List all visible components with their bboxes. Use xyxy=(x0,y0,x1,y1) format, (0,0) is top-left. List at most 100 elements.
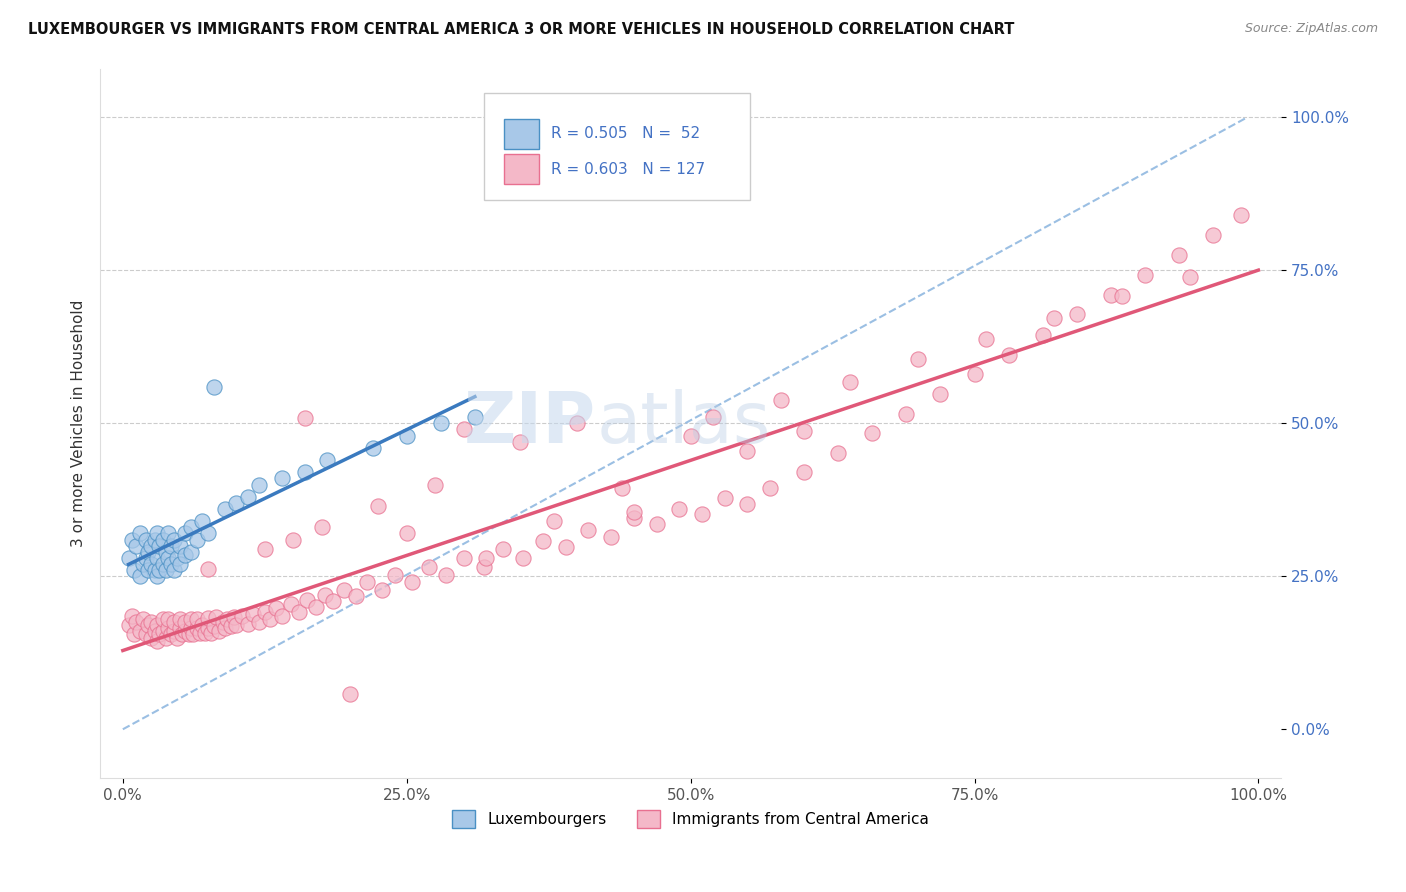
Point xyxy=(294,466,316,480)
Point xyxy=(197,621,219,635)
Point xyxy=(174,526,197,541)
Point xyxy=(136,545,159,559)
Legend: Luxembourgers, Immigrants from Central America: Luxembourgers, Immigrants from Central A… xyxy=(446,804,935,834)
Point xyxy=(384,568,406,582)
Point xyxy=(339,687,361,701)
Point xyxy=(713,491,735,505)
Point xyxy=(155,631,177,645)
Point xyxy=(146,569,169,583)
Text: ZIP: ZIP xyxy=(464,389,596,458)
Text: R = 0.505   N =  52: R = 0.505 N = 52 xyxy=(551,127,700,141)
Point xyxy=(770,393,793,408)
Point xyxy=(270,471,292,485)
Point xyxy=(121,609,143,624)
Point xyxy=(125,539,148,553)
Point xyxy=(225,496,247,510)
Point xyxy=(186,533,208,547)
Text: Source: ZipAtlas.com: Source: ZipAtlas.com xyxy=(1244,22,1378,36)
Point xyxy=(181,627,204,641)
Point xyxy=(224,610,246,624)
Point xyxy=(543,514,565,528)
Point xyxy=(492,541,515,556)
Point xyxy=(645,517,668,532)
Point xyxy=(205,610,228,624)
Point xyxy=(157,621,180,635)
Point xyxy=(247,477,270,491)
Point xyxy=(155,545,177,559)
Point xyxy=(219,619,242,633)
Point xyxy=(907,352,929,367)
Point xyxy=(197,562,219,576)
Point xyxy=(159,627,181,641)
Point xyxy=(305,599,328,614)
Point xyxy=(146,526,169,541)
Point xyxy=(679,428,702,442)
Point xyxy=(135,533,157,547)
Point xyxy=(896,407,918,421)
Point xyxy=(157,551,180,566)
Text: atlas: atlas xyxy=(596,389,770,458)
Point xyxy=(141,557,163,571)
Point xyxy=(180,612,202,626)
Point xyxy=(128,624,150,639)
Point xyxy=(367,499,389,513)
Point xyxy=(395,526,418,541)
Point xyxy=(128,569,150,583)
Point xyxy=(132,612,155,626)
FancyBboxPatch shape xyxy=(484,94,749,200)
Point xyxy=(963,368,986,382)
Point xyxy=(177,627,200,641)
Point xyxy=(236,490,259,504)
Point xyxy=(264,601,287,615)
Point xyxy=(1180,269,1202,284)
Point xyxy=(1202,227,1225,242)
Point xyxy=(143,563,166,577)
Point xyxy=(295,592,318,607)
Point xyxy=(141,615,163,630)
Point xyxy=(186,621,208,635)
Point xyxy=(1133,268,1156,283)
Point xyxy=(1032,327,1054,342)
Point xyxy=(759,481,782,495)
Point xyxy=(122,627,145,641)
Point xyxy=(217,612,239,626)
Point xyxy=(180,545,202,559)
Point xyxy=(231,609,253,624)
Point xyxy=(860,425,883,440)
Point xyxy=(211,615,233,630)
Point xyxy=(152,624,174,639)
FancyBboxPatch shape xyxy=(503,154,540,185)
FancyBboxPatch shape xyxy=(503,119,540,149)
Point xyxy=(242,607,264,622)
Point xyxy=(395,428,418,442)
Point xyxy=(202,379,225,393)
Point xyxy=(169,621,191,635)
Point xyxy=(1043,311,1066,326)
Point xyxy=(280,597,302,611)
Point xyxy=(117,618,139,632)
Point xyxy=(702,410,724,425)
Point xyxy=(418,560,440,574)
Point xyxy=(512,551,534,566)
Point xyxy=(929,387,952,401)
Point xyxy=(623,505,645,519)
Point xyxy=(214,621,236,635)
Text: R = 0.603   N = 127: R = 0.603 N = 127 xyxy=(551,161,706,177)
Point xyxy=(423,477,446,491)
Point xyxy=(737,497,759,511)
Point xyxy=(974,332,997,346)
Point xyxy=(146,551,169,566)
Point xyxy=(997,348,1019,362)
Point xyxy=(163,624,186,639)
Point xyxy=(578,524,600,538)
Point xyxy=(737,443,759,458)
Point xyxy=(174,548,197,562)
Point xyxy=(163,563,186,577)
Point xyxy=(453,422,475,436)
Point xyxy=(125,615,148,630)
Point xyxy=(333,582,356,597)
Point xyxy=(371,582,394,597)
Point xyxy=(135,551,157,566)
Point xyxy=(1099,288,1122,302)
Point xyxy=(311,520,333,534)
